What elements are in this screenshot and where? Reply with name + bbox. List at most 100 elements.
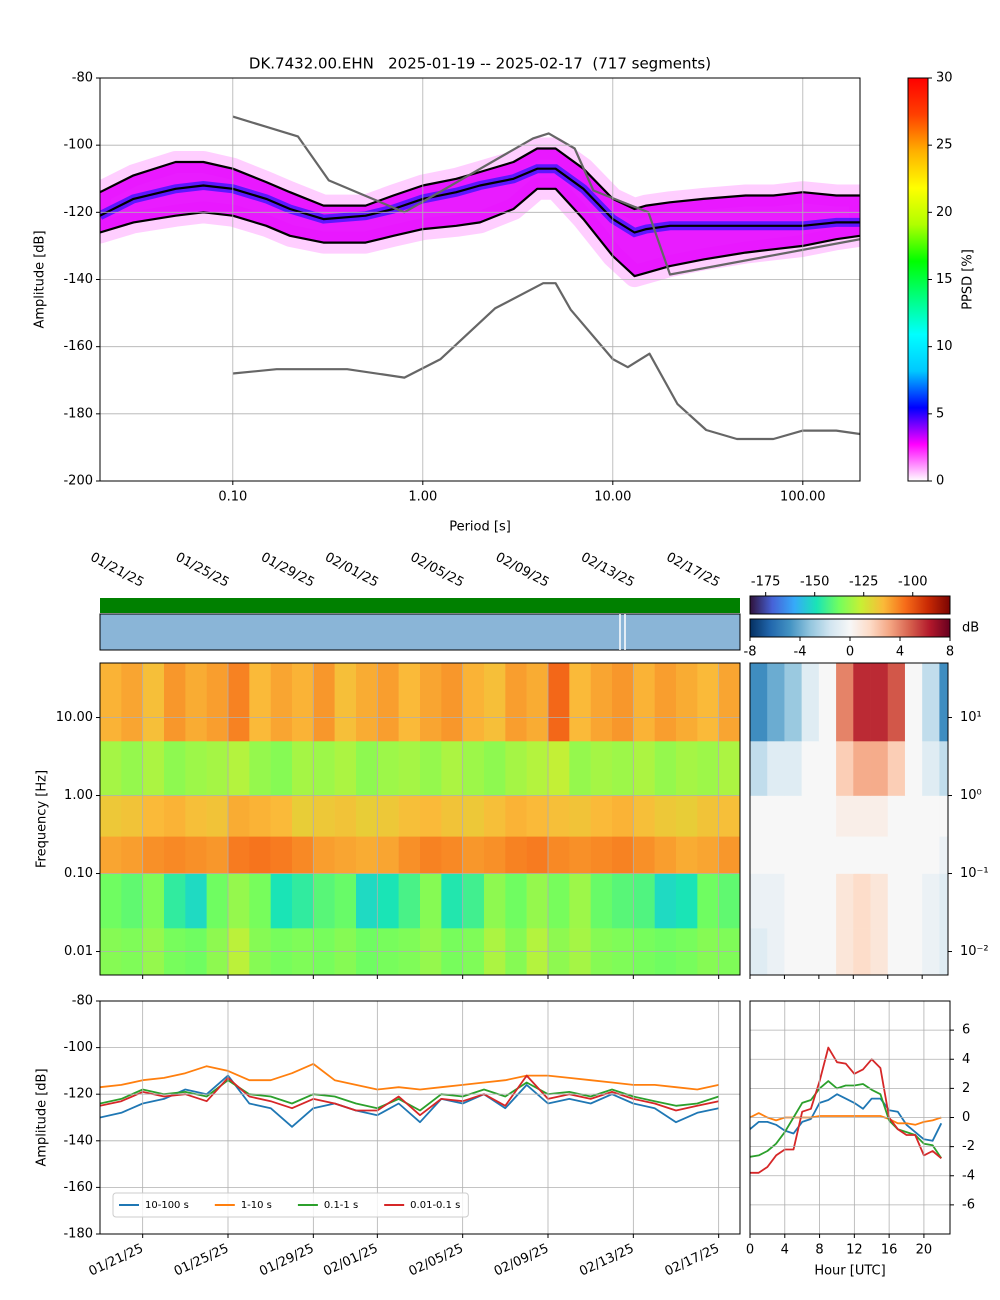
heatmap-cell: [462, 873, 485, 929]
heatmap-cell: [767, 836, 785, 874]
heatmap-cell: [185, 836, 207, 874]
heatmap-cell: [922, 795, 940, 837]
colorbar-tick-label: 10: [936, 339, 953, 354]
colorbar-tick-label: 25: [936, 138, 953, 153]
heatmap-cell: [939, 795, 948, 837]
chart-title: DK.7432.00.EHN 2025-01-19 -- 2025-02-17 …: [249, 55, 711, 73]
heatmap-cell: [767, 795, 785, 837]
heatmap-cell: [206, 795, 229, 837]
heatmap-cell: [206, 741, 229, 796]
x-tick-label: 100.00: [780, 490, 826, 505]
heatmap-cell: [206, 873, 229, 929]
gap-availability-bar: [99, 613, 741, 651]
heatmap-cell: [836, 836, 854, 874]
heatmap-cell: [185, 873, 207, 929]
series-line: [100, 167, 860, 234]
heatmap-cell: [249, 741, 271, 796]
y-tick-label: -4: [962, 1168, 975, 1183]
y-tick-label: -120: [63, 205, 93, 220]
heatmap-cell: [801, 795, 820, 837]
heatmap-cell: [836, 663, 854, 742]
heatmap-cell: [654, 795, 677, 837]
heatmap-cell: [292, 663, 314, 742]
heatmap-cell: [398, 795, 421, 837]
heatmap-cell: [313, 795, 335, 837]
heatmap-cell: [142, 795, 165, 837]
heatmap-cell: [548, 873, 570, 929]
y-tick-label: -180: [63, 406, 93, 421]
heatmap-cell: [939, 663, 948, 742]
y-tick-label: 6: [962, 1023, 970, 1038]
heatmap-cell: [526, 795, 549, 837]
heatmap-cell: [569, 795, 591, 837]
heatmap-cell: [750, 928, 768, 975]
y-tick-label: 1.00: [64, 788, 93, 803]
plot-area: [100, 1063, 719, 1128]
heatmap-cell: [801, 928, 820, 975]
heatmap-cell: [836, 741, 854, 796]
colorbar-tick-label: 0: [846, 645, 854, 660]
heatmap-cell: [718, 741, 740, 796]
heatmap-cell: [334, 741, 357, 796]
heatmap-cell: [420, 836, 442, 874]
colorbar-tick-label: -150: [800, 575, 830, 590]
heatmap-cell: [853, 873, 871, 929]
x-tick-label: 4: [781, 1243, 789, 1258]
heatmap-cell: [853, 795, 871, 837]
heatmap-cell: [697, 795, 719, 837]
heatmap-cell: [484, 836, 506, 874]
heatmap-cell: [784, 836, 802, 874]
heatmap-cell: [750, 663, 768, 742]
heatmap-cell: [887, 873, 906, 929]
heatmap-cell: [697, 873, 719, 929]
heatmap-cell: [121, 836, 143, 874]
axes-frame: [99, 1000, 741, 1235]
heatmap-cell: [462, 741, 485, 796]
heatmap-cell: [750, 873, 768, 929]
heatmap-cell: [654, 663, 677, 742]
heatmap-cell: [922, 836, 940, 874]
heatmap-cell: [750, 741, 768, 796]
x-tick-label: 12: [846, 1243, 863, 1258]
heatmap-cell: [887, 741, 906, 796]
heatmap-cell: [142, 663, 165, 742]
y-tick-label: -80: [72, 994, 93, 1009]
heatmap-cell: [100, 741, 122, 796]
series-line: [100, 1074, 719, 1117]
heatmap-cell: [922, 873, 940, 929]
heatmap-cell: [185, 795, 207, 837]
y-tick-label: 10⁰: [960, 788, 982, 803]
heatmap-cell: [718, 873, 740, 929]
heatmap-cell: [398, 836, 421, 874]
heatmap-cell: [818, 663, 837, 742]
x-axis-label: Hour [UTC]: [814, 1264, 885, 1279]
heatmap-cell: [356, 741, 378, 796]
colorbar-tick-label: -175: [751, 575, 781, 590]
heatmap-cell: [853, 928, 871, 975]
heatmap-cell: [697, 836, 719, 874]
y-tick-label: 0: [962, 1110, 970, 1125]
heatmap-cell: [441, 836, 463, 874]
heatmap-cell: [784, 928, 802, 975]
heatmap-cell: [377, 795, 399, 837]
heatmap-cell: [818, 873, 837, 929]
heatmap-cell: [633, 795, 655, 837]
heatmap-cell: [654, 836, 677, 874]
y-tick-label: -160: [63, 339, 93, 354]
colorbar: [749, 618, 951, 638]
colorbar-tick-label: 4: [896, 645, 904, 660]
y-tick-label: -80: [72, 71, 93, 86]
heatmap-cell: [270, 663, 293, 742]
heatmap-cell: [484, 663, 506, 742]
heatmap-cell: [526, 873, 549, 929]
heatmap-cell: [548, 663, 570, 742]
heatmap-cell: [100, 873, 122, 929]
heatmap-cell: [818, 928, 837, 975]
heatmap-cell: [185, 663, 207, 742]
heatmap-cell: [904, 928, 923, 975]
heatmap-cell: [836, 928, 854, 975]
axes-frame: [749, 1000, 951, 1235]
heatmap-cell: [801, 663, 820, 742]
heatmap-cell: [142, 836, 165, 874]
